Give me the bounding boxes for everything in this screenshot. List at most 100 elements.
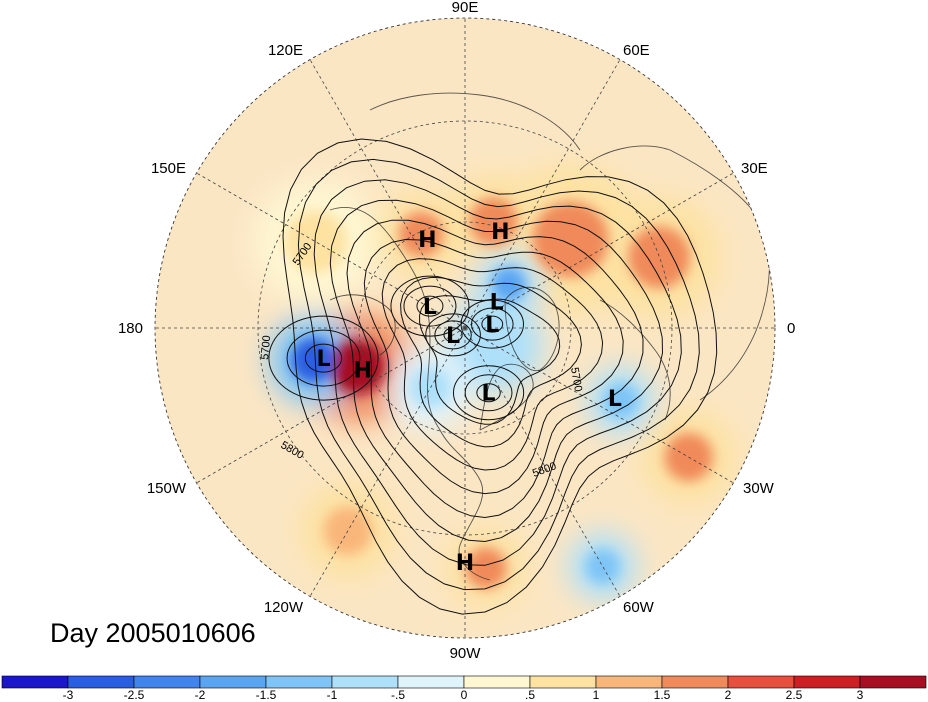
closed-contour xyxy=(434,320,472,350)
lon-label-120w: 120W xyxy=(264,599,304,616)
colorbar-swatch xyxy=(331,675,399,689)
colorbar-swatch xyxy=(133,675,201,689)
colorbar-swatch xyxy=(67,675,135,689)
anomaly-core xyxy=(532,201,609,278)
colorbar-tick-label: -.5 xyxy=(391,688,405,702)
colorbar-tick-label: -2.5 xyxy=(124,688,145,702)
contour-labels: 5700 5700 5700 5800 5800 xyxy=(259,241,584,480)
anomaly-core xyxy=(470,321,519,370)
colorbar-swatch xyxy=(463,675,531,689)
anomaly-core xyxy=(469,197,518,246)
colorbar-tick-label: -2 xyxy=(195,688,206,702)
colorbar: -3 -2.5 -2 -1.5 -1 -.5 0 .5 1 1.5 2 2.5 3 xyxy=(1,675,927,702)
map-boundary xyxy=(154,17,776,639)
contour-label: 5700 xyxy=(568,366,584,392)
date-label: Day 2005010606 xyxy=(50,618,256,648)
low-center-label: L xyxy=(446,324,460,349)
colorbar-tick-label: 1 xyxy=(593,688,600,702)
closed-contour xyxy=(476,383,501,403)
colorbar-tick-label: -3 xyxy=(63,688,74,702)
lon-label-120e: 120E xyxy=(268,42,303,59)
height-contours xyxy=(268,138,718,615)
closed-contour xyxy=(481,315,504,333)
height-contour xyxy=(329,199,664,543)
lon-label-150e: 150E xyxy=(151,160,186,177)
anomaly-core xyxy=(465,547,507,589)
colorbar-swatch xyxy=(529,675,597,689)
closed-contour xyxy=(416,295,444,317)
height-contour xyxy=(297,158,700,591)
high-center-label: H xyxy=(491,220,509,245)
height-contour xyxy=(381,258,604,471)
greenland-coast xyxy=(504,286,560,372)
hudson-bay-coast xyxy=(479,363,534,431)
colorbar-swatch xyxy=(199,675,267,689)
anomaly-core xyxy=(603,383,639,419)
meridian-line xyxy=(464,327,734,484)
lon-label-150w: 150W xyxy=(147,480,187,497)
closed-contour xyxy=(304,343,343,373)
europe-coast xyxy=(599,299,671,421)
meridian-line xyxy=(309,59,466,329)
closed-contour xyxy=(460,299,524,349)
closed-contour xyxy=(286,329,361,387)
meridians xyxy=(155,18,775,638)
lon-label-90w: 90W xyxy=(450,645,482,662)
lon-label-0: 0 xyxy=(787,320,795,337)
lon-label-30w: 30W xyxy=(743,480,775,497)
anomaly-cores xyxy=(284,197,713,589)
colorbar-tick-label: 0 xyxy=(461,688,468,702)
closed-contour xyxy=(452,365,525,421)
meridian-line xyxy=(196,172,466,329)
colorbar-swatch xyxy=(397,675,465,689)
low-center-label: L xyxy=(316,347,330,372)
colorbar-tick-label: -1.5 xyxy=(256,688,277,702)
colorbar-swatch xyxy=(859,675,927,689)
height-contour xyxy=(313,179,682,566)
colorbar-swatch xyxy=(265,675,333,689)
colorbar-tick-label: 2 xyxy=(725,688,732,702)
low-center-label: L xyxy=(423,295,437,320)
colorbar-tick-label: .5 xyxy=(525,688,535,702)
anomaly-core xyxy=(628,226,691,289)
meridian-line xyxy=(196,327,466,484)
colorbar-swatch xyxy=(661,675,729,689)
lat-circle-60 xyxy=(358,221,572,435)
anomaly-core xyxy=(491,266,527,302)
closed-contour xyxy=(390,275,470,337)
lon-label-30e: 30E xyxy=(741,160,768,177)
closed-contour xyxy=(425,313,481,357)
siberia-coast xyxy=(369,92,581,151)
height-contour xyxy=(363,238,624,495)
lon-label-60w: 60W xyxy=(623,599,655,616)
lon-label-60e: 60E xyxy=(623,42,650,59)
high-center-label: H xyxy=(456,551,474,576)
colorbar-swatch xyxy=(793,675,861,689)
height-contour xyxy=(282,138,718,615)
alaska-coast xyxy=(329,294,396,356)
colorbar-tick-label: -1 xyxy=(327,688,338,702)
closed-contour xyxy=(268,315,379,401)
height-contour xyxy=(346,219,644,519)
high-center-label: H xyxy=(418,228,436,253)
graticule xyxy=(155,18,775,638)
anomaly-core xyxy=(585,549,620,584)
closed-contour xyxy=(403,285,457,327)
anomaly-core xyxy=(284,210,347,273)
colorbar-tick-label: 1.5 xyxy=(654,688,671,702)
lon-label-180: 180 xyxy=(118,320,143,337)
low-center-label: L xyxy=(608,387,622,412)
closed-contour xyxy=(443,327,463,343)
colorbar-swatch xyxy=(1,675,69,689)
colorbar-tick-label: 3 xyxy=(857,688,864,702)
colorbar-swatch xyxy=(727,675,795,689)
colorbar-tick-label: 2.5 xyxy=(786,688,803,702)
meridian-line xyxy=(464,172,734,329)
low-center-label: L xyxy=(485,313,499,338)
anomaly-core xyxy=(290,337,336,383)
meridian-line xyxy=(309,327,466,597)
north-america-coast xyxy=(329,206,491,581)
coastlines xyxy=(329,92,770,581)
